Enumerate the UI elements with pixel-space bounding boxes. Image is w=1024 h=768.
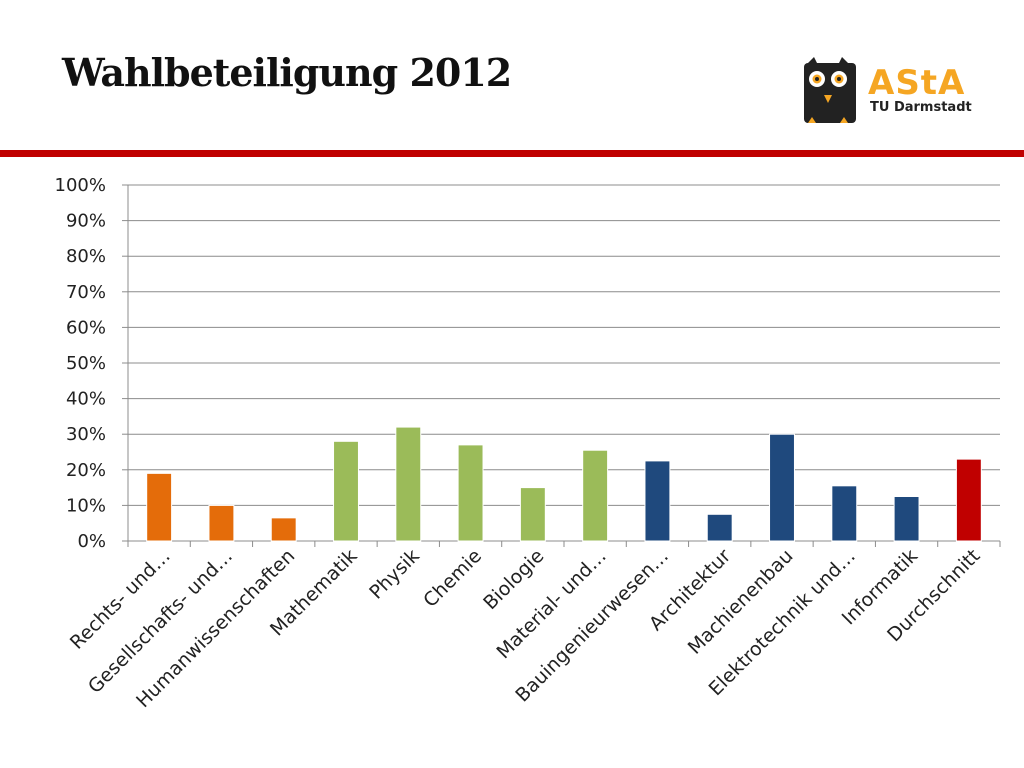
- owl-icon: [804, 57, 856, 123]
- bar: [146, 472, 173, 542]
- title-divider: [0, 150, 1024, 157]
- logo-wordmark: AStA: [868, 63, 966, 103]
- asta-logo: [800, 55, 980, 130]
- slide-title: Wahlbeteiligung 2012: [62, 50, 512, 95]
- bar: [519, 487, 546, 542]
- bar: [769, 433, 795, 542]
- y-tick-label: 10%: [66, 495, 106, 516]
- y-tick-label: 40%: [66, 389, 106, 410]
- y-tick-label: 70%: [66, 282, 106, 303]
- bar: [270, 517, 297, 542]
- bar: [208, 504, 235, 542]
- bar: [644, 460, 671, 542]
- y-tick-label: 80%: [66, 246, 106, 267]
- x-tick-label: Material- und…: [492, 545, 610, 663]
- x-tick-label: Chemie: [419, 545, 486, 612]
- bar: [955, 458, 982, 542]
- y-tick-label: 30%: [66, 424, 106, 445]
- x-tick-label: Machienenbau: [684, 545, 798, 659]
- y-tick-label: 20%: [66, 460, 106, 481]
- y-tick-label: 100%: [55, 175, 106, 196]
- logo-subtitle: TU Darmstadt: [870, 100, 972, 115]
- x-tick-label: Physik: [365, 545, 424, 604]
- y-tick-label: 50%: [66, 353, 106, 374]
- bar: [893, 496, 920, 542]
- bar: [831, 485, 858, 542]
- y-tick-label: 60%: [66, 317, 106, 338]
- bar: [706, 513, 733, 542]
- y-tick-label: 0%: [77, 531, 106, 552]
- bar: [395, 426, 422, 542]
- turnout-bar-chart: 0%10%20%30%40%50%60%70%80%90%100%Rechts-…: [55, 175, 1001, 712]
- bar: [333, 440, 359, 542]
- bar: [457, 444, 484, 542]
- bar: [582, 449, 609, 542]
- y-tick-label: 90%: [66, 211, 106, 232]
